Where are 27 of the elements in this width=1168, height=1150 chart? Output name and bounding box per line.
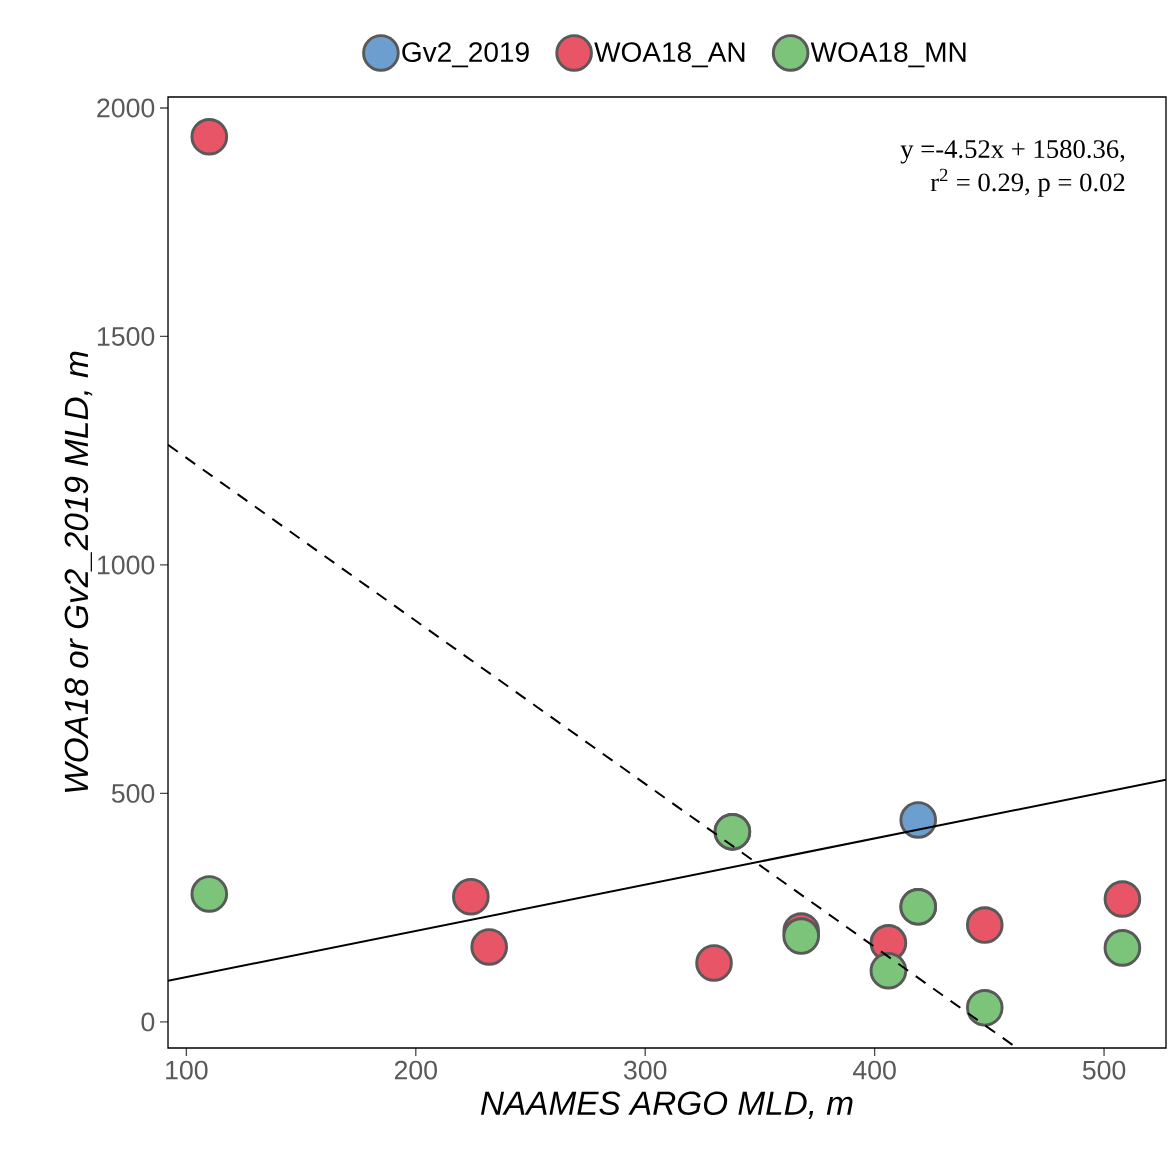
point (470, 928, 508, 966)
legend-label: WOA18_AN (594, 42, 745, 68)
y-tick-label: 1500 (98, 327, 155, 346)
point (452, 877, 490, 916)
point (190, 117, 229, 156)
y-tick-label: 1000 (98, 555, 155, 575)
point (965, 988, 1004, 1027)
x-tick-label: 200 (394, 1060, 437, 1080)
legend-label: Gv2_2019 (402, 42, 529, 68)
point (782, 917, 821, 955)
x-tick-label: 300 (623, 1060, 667, 1080)
point (190, 875, 229, 913)
y-tick-label: 0 (141, 1012, 155, 1032)
y-tick-label: 500 (111, 784, 155, 803)
annotation: r$^{2}$ = 0.29, p = 0.02 (930, 168, 1125, 197)
point (869, 951, 908, 990)
x-tick-label: 500 (1082, 1060, 1126, 1080)
point (695, 944, 733, 982)
y-tick-label: 2000 (97, 98, 155, 118)
point (899, 801, 938, 839)
x-axis-title: NAAMES ARGO MLD, m (480, 1091, 853, 1119)
annotation: y =-4.52x + 1580.36, (900, 140, 1125, 164)
x-tick-label: 100 (166, 1060, 208, 1080)
legend-label: WOA18_MN (810, 42, 966, 68)
point (965, 906, 1004, 944)
y-axis-title: WOA18 or Gv2_2019 MLD, m (64, 351, 93, 792)
x-tick-label: 400 (852, 1060, 896, 1080)
